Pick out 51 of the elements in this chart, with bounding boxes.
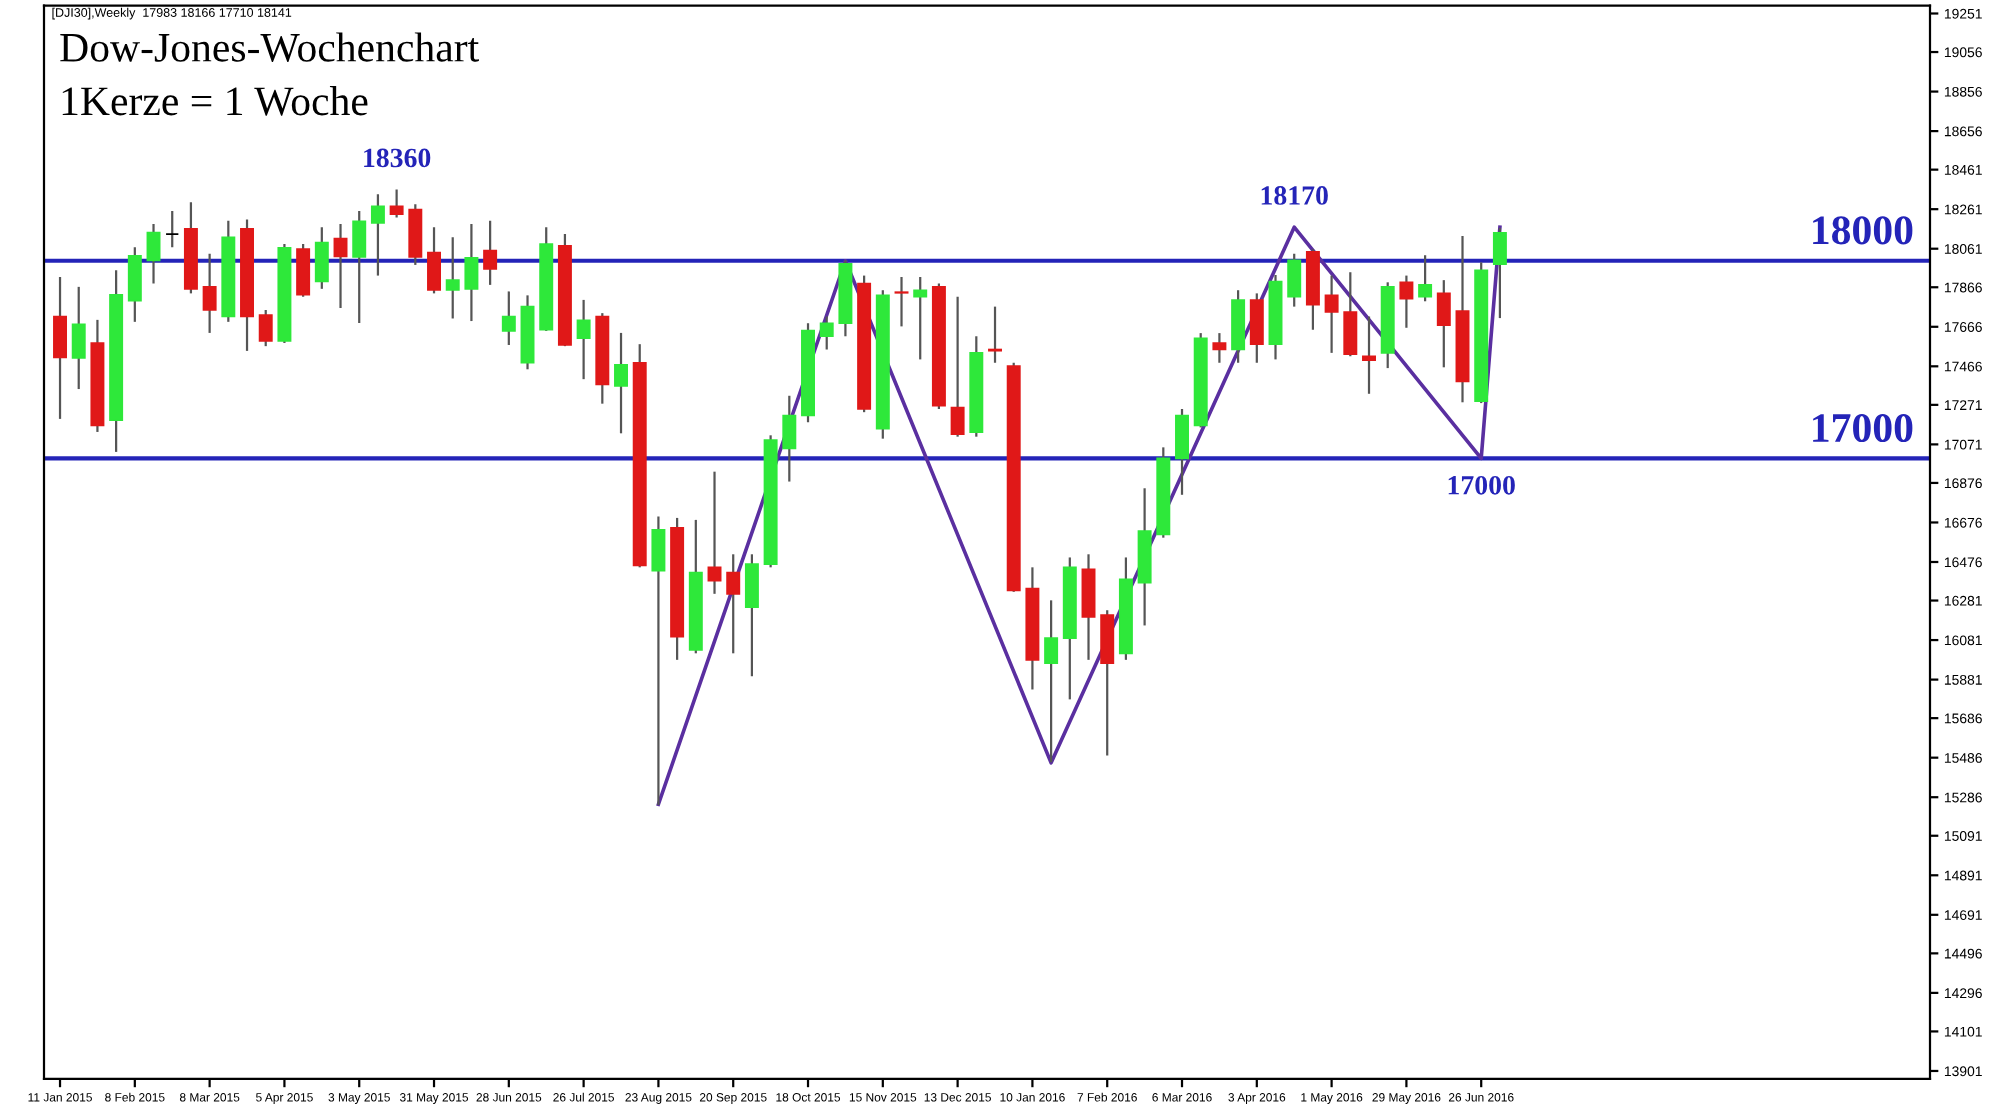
candlestick (71, 285, 86, 391)
candlestick (314, 226, 329, 290)
candlestick (1287, 252, 1302, 308)
candlestick (1324, 274, 1339, 354)
candlestick (1249, 292, 1264, 364)
candlestick (408, 203, 423, 267)
candlestick (333, 222, 348, 310)
candlestick (501, 290, 516, 347)
candlestick (370, 193, 385, 277)
ref-line-label: 17000 (1813, 413, 1913, 443)
candlestick (1044, 599, 1059, 764)
candlestick (427, 226, 442, 295)
candlestick (576, 298, 591, 381)
candlestick (258, 308, 273, 348)
candlestick (165, 209, 180, 249)
candlestick (1436, 279, 1451, 369)
annotation: 18170 (1261, 186, 1328, 205)
candlestick (707, 470, 722, 595)
candlestick (651, 515, 666, 807)
candlestick (1081, 553, 1096, 661)
candlestick (614, 331, 628, 435)
candlestick (1492, 226, 1507, 320)
chart-title: Dow-Jones-Wochenchart (60, 32, 479, 62)
annotation: 17000 (1448, 475, 1515, 495)
ref-line-label: 18000 (1813, 216, 1913, 245)
candlestick (296, 242, 311, 298)
candlestick (1343, 271, 1358, 358)
candlestick (988, 305, 1002, 364)
annotation: 18360 (364, 148, 431, 168)
candlestick (1212, 332, 1227, 364)
text: 1Kerze = 1 Woche (62, 86, 368, 116)
candlestick (894, 275, 909, 328)
candlestick (819, 315, 834, 351)
candlestick (1175, 407, 1189, 496)
candlestick (127, 246, 142, 323)
candlestick (389, 188, 404, 219)
candlestick (445, 236, 460, 320)
candlestick (1362, 315, 1376, 395)
candlestick (352, 209, 367, 325)
candlestick (744, 553, 759, 678)
candlestick (782, 394, 797, 483)
candlestick (1418, 254, 1433, 303)
candlestick (913, 275, 928, 361)
candlestick (950, 295, 965, 438)
candlestick (1399, 274, 1414, 329)
candlestick (464, 222, 479, 323)
candlestick (146, 222, 161, 285)
candlestick (53, 275, 68, 420)
candlestick (483, 219, 498, 286)
candlestick (726, 553, 741, 655)
candlestick (202, 252, 217, 335)
